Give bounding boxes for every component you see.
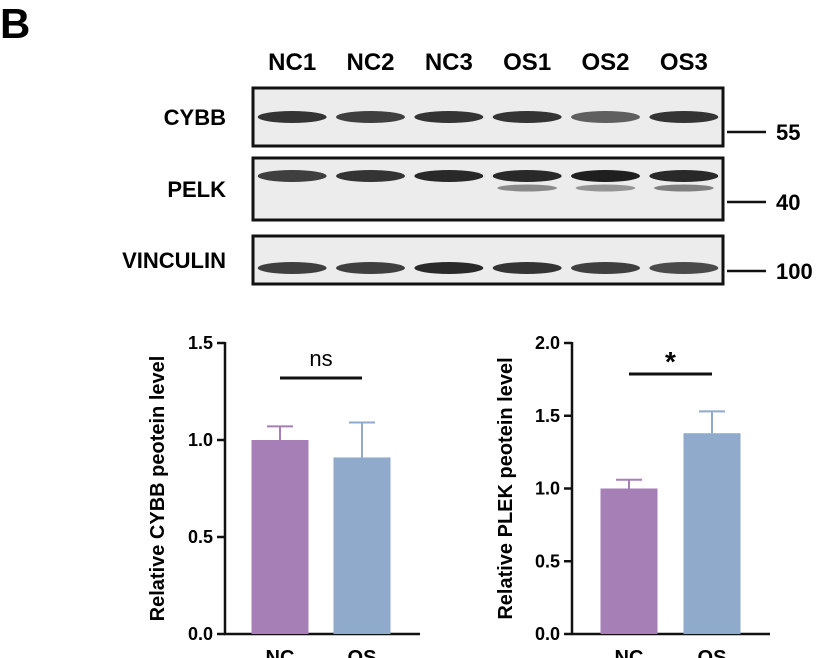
- protein-band: [336, 170, 405, 182]
- lane-label: NC2: [346, 49, 394, 76]
- y-tick-label: 1.5: [188, 333, 213, 353]
- protein-band: [492, 170, 562, 182]
- significance-label: ns: [309, 346, 332, 371]
- protein-band: [571, 170, 640, 182]
- y-tick-label: 1.5: [535, 406, 560, 426]
- blot-row: PELK 40: [167, 156, 800, 222]
- lane-label: OS2: [581, 49, 629, 76]
- mw-marker-label: 100: [776, 259, 813, 284]
- category-label: OS: [348, 647, 377, 658]
- protein-band: [571, 111, 640, 123]
- mw-marker-label: 40: [776, 190, 800, 215]
- y-tick-label: 0.5: [535, 551, 560, 571]
- protein-band: [649, 111, 719, 123]
- protein-band: [649, 170, 719, 182]
- protein-band: [414, 111, 484, 123]
- significance-label: *: [665, 346, 676, 377]
- secondary-band: [497, 184, 557, 192]
- protein-band: [336, 262, 405, 274]
- protein-band: [336, 111, 405, 123]
- bar: [333, 457, 391, 634]
- protein-band: [571, 262, 640, 274]
- protein-band: [257, 170, 327, 182]
- protein-label: CYBB: [164, 105, 226, 130]
- lane-label: OS3: [660, 49, 708, 76]
- protein-label: VINCULIN: [122, 248, 226, 273]
- protein-band: [257, 111, 327, 123]
- y-tick-label: 0.5: [188, 527, 213, 547]
- lane-label: NC3: [425, 49, 473, 76]
- blot-rows: CYBB 55 PELK 40 VINCULIN 100: [122, 86, 813, 286]
- y-tick-label: 2.0: [535, 333, 560, 353]
- bar: [251, 440, 309, 634]
- blot-frame: [251, 156, 725, 222]
- secondary-band: [654, 184, 714, 192]
- plek-bar-chart: 0.0 0.5 1.0 1.5 2.0 Relative PLEK peotein lev…: [495, 333, 770, 658]
- protein-band: [492, 262, 562, 274]
- y-tick-label: 1.0: [535, 479, 560, 499]
- protein-band: [414, 262, 484, 274]
- lane-label: OS1: [503, 49, 551, 76]
- western-blot: NC1 NC2 NC3 OS1 OS2 OS3 CYBB 55 PELK 40 VINCULIN 1…: [122, 49, 813, 286]
- bar: [600, 488, 658, 634]
- y-axis-title: Relative CYBB peotein level: [147, 356, 169, 622]
- panel-label: B: [0, 0, 30, 47]
- blot-row: CYBB 55: [164, 86, 800, 148]
- lane-labels: NC1 NC2 NC3 OS1 OS2 OS3: [268, 49, 708, 76]
- mw-marker-label: 55: [776, 120, 800, 145]
- protein-band: [492, 111, 562, 123]
- category-label: NC: [615, 647, 644, 658]
- blot-row: VINCULIN 100: [122, 234, 813, 286]
- y-axis-title: Relative PLEK peotein level: [495, 357, 517, 619]
- category-label: OS: [698, 647, 727, 658]
- protein-band: [414, 170, 484, 182]
- y-tick-label: 0.0: [535, 624, 560, 644]
- blot-frame: [251, 86, 725, 148]
- blot-frame: [251, 234, 725, 286]
- y-tick-label: 1.0: [188, 430, 213, 450]
- category-label: NC: [266, 647, 295, 658]
- secondary-band: [575, 184, 636, 192]
- protein-label: PELK: [167, 177, 226, 202]
- lane-label: NC1: [268, 49, 316, 76]
- cybb-bar-chart: 0.0 0.5 1.0 1.5 Relative CYBB peotein level N…: [147, 333, 420, 658]
- y-tick-label: 0.0: [188, 624, 213, 644]
- protein-band: [257, 262, 327, 274]
- protein-band: [649, 262, 719, 274]
- bar: [683, 433, 741, 634]
